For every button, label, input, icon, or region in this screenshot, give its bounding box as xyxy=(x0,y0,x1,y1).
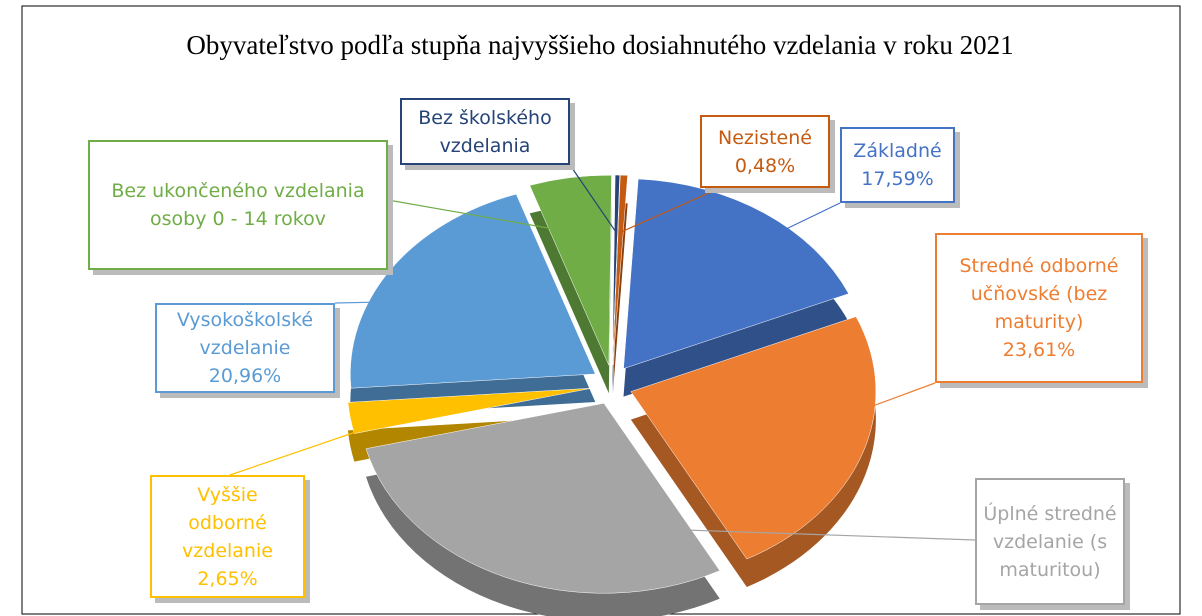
slice xyxy=(630,316,877,560)
category-label: Bez školského vzdelania xyxy=(418,106,552,157)
chart-title: Obyvateľstvo podľa stupňa najvyššieho do… xyxy=(186,30,1014,60)
leader-line xyxy=(620,187,721,233)
data-label: Základné 17,59% xyxy=(840,127,955,203)
value-label: 0,48% xyxy=(734,154,796,177)
data-label: Vyššie odborné vzdelanie 2,65% xyxy=(150,475,305,598)
leader-line xyxy=(229,408,424,476)
value-label: 2,65% xyxy=(197,567,258,590)
slice xyxy=(347,387,593,434)
slice xyxy=(623,178,850,369)
data-label: Vysokoškolské vzdelanie 20,96% xyxy=(155,303,335,393)
slice xyxy=(365,402,721,594)
leader-line xyxy=(721,202,841,261)
slice xyxy=(612,174,621,366)
slice xyxy=(612,174,628,366)
slice xyxy=(350,193,596,389)
leader-line xyxy=(534,524,976,541)
slice-side xyxy=(612,203,628,394)
leader-line xyxy=(334,300,453,304)
value-label: 23,61% xyxy=(1002,339,1076,361)
data-label: Bez školského vzdelania xyxy=(400,98,570,165)
category-label: Základné xyxy=(853,140,942,162)
data-label: Bez ukončeného vzdelania osoby 0 - 14 ro… xyxy=(88,140,388,270)
category-label: Bez ukončeného vzdelania osoby 0 - 14 ro… xyxy=(111,180,365,230)
value-label: 20,96% xyxy=(208,365,282,387)
leader-line xyxy=(569,164,617,233)
data-label: Nezistené 0,48% xyxy=(700,115,830,188)
data-label: Stredné odborné učňovské (bez maturity) 2… xyxy=(935,233,1143,383)
category-label: Úplné stredné vzdelanie (s maturitou) xyxy=(983,502,1117,581)
data-label: Úplné stredné vzdelanie (s maturitou) xyxy=(975,478,1125,605)
leader-line xyxy=(387,199,582,235)
category-label: Vysokoškolské vzdelanie xyxy=(176,309,314,359)
category-label: Nezistené xyxy=(718,126,812,149)
category-label: Stredné odborné učňovské (bez maturity) xyxy=(959,255,1119,333)
value-label: 17,59% xyxy=(861,168,934,190)
category-label: Vyššie odborné vzdelanie xyxy=(182,483,273,562)
leader-line xyxy=(792,382,936,437)
slice xyxy=(529,175,612,366)
